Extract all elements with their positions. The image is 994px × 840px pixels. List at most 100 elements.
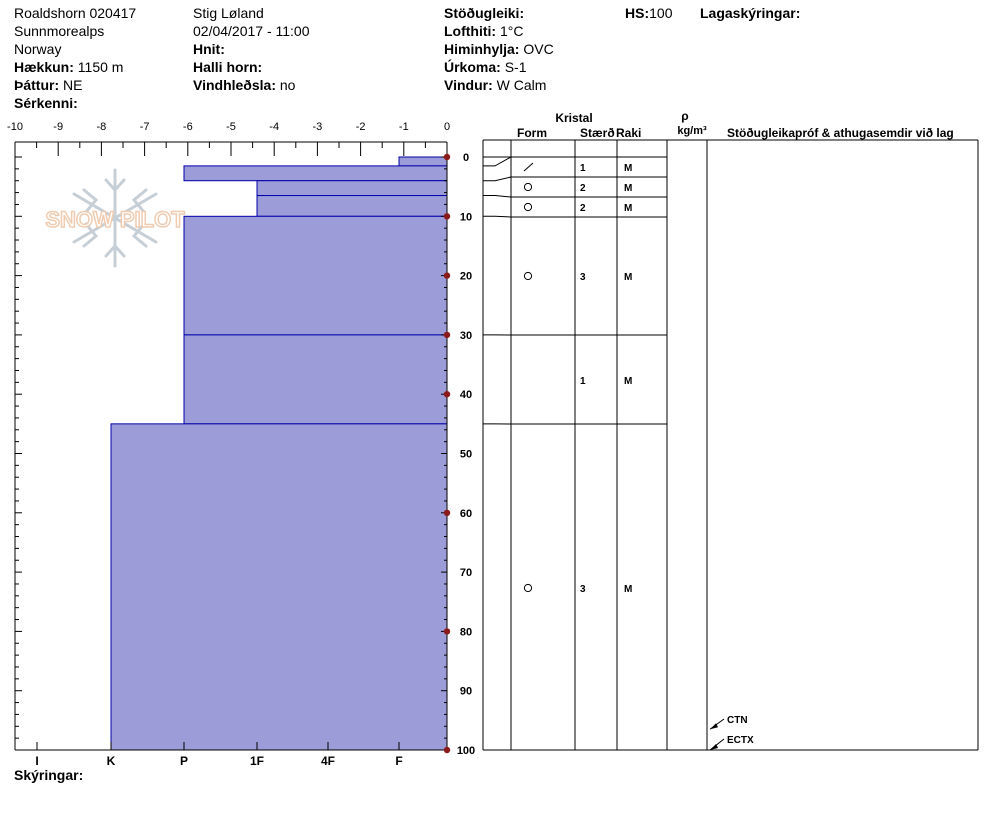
observer-name: Stig Løland (193, 5, 264, 21)
stability-row: Stöðugleiki: (444, 4, 524, 22)
sky-value: OVC (523, 41, 554, 57)
hardness-label-3: 1F (250, 754, 264, 768)
slope-row: Halli horn: (193, 58, 262, 76)
size-header: Stærð (580, 126, 615, 140)
layer-table: 1 M 2 M 2 M 3 M 1 M 3 M CTN ECTX (482, 139, 979, 751)
top-tick-label-4: -6 (183, 121, 193, 133)
top-tick-label-1: -9 (53, 121, 63, 133)
top-tick-label-10: 0 (444, 121, 450, 133)
layer-notes-label: Lagaskýringar: (700, 5, 801, 21)
density-unit-header: kg/m³ (677, 125, 707, 137)
region-name: Sunnmorealps (14, 23, 105, 39)
layer-bar-2 (256, 180, 448, 197)
depth-label-6: 60 (460, 508, 472, 520)
depth-label-5: 50 (460, 449, 472, 461)
top-tick-label-9: -1 (399, 121, 409, 133)
wind-loading-label: Vindhleðsla: (193, 77, 276, 93)
layer-notes-row: Lagaskýringar: (700, 4, 800, 22)
elevation-label: Hækkun: (14, 59, 74, 75)
top-tick-label-0: -10 (7, 121, 23, 133)
wind-label: Vindur: (444, 77, 493, 93)
moisture-value-2: M (624, 203, 632, 214)
top-tick-label-2: -8 (97, 121, 107, 133)
sky-label: Himinhylja: (444, 41, 520, 57)
hs-value: 100 (649, 5, 673, 21)
temperature-marker-5 (443, 509, 451, 516)
moisture-header: Raki (616, 126, 641, 140)
comments-label: Skýringar: (14, 767, 84, 783)
depth-label-9: 90 (460, 686, 472, 698)
grain-size-0: 1 (580, 163, 586, 174)
hardness-label-5: F (395, 754, 402, 768)
temperature-marker-7 (443, 746, 451, 754)
moisture-value-1: M (624, 183, 632, 194)
precip-value: S-1 (504, 59, 527, 75)
grain-form-rounded-icon-2 (523, 202, 533, 212)
features-row: Sérkenni: (14, 94, 78, 112)
depth-label-1: 10 (460, 211, 472, 223)
form-header: Form (517, 126, 547, 140)
elevation-row: Hækkun: 1150 m (14, 58, 123, 76)
crystal-header: Kristal (555, 111, 592, 125)
depth-label-10: 100 (457, 745, 475, 757)
comments-row: Skýringar: (14, 766, 83, 784)
wind-value: W Calm (496, 77, 547, 93)
depth-label-7: 70 (460, 567, 472, 579)
country-name: Norway (14, 41, 62, 57)
temperature-marker-2 (443, 272, 451, 279)
hardness-bars (110, 156, 448, 751)
observation-datetime: 02/04/2017 - 11:00 (193, 23, 310, 39)
temperature-marker-1 (443, 213, 451, 220)
grain-form-rounded-icon-5 (523, 583, 533, 593)
precip-label: Úrkoma: (444, 59, 501, 75)
hs-label: HS: (625, 5, 650, 21)
aspect-value: NE (63, 77, 83, 93)
top-tick-label-5: -5 (226, 121, 236, 133)
layer-bar-5 (183, 334, 448, 425)
logo-text: SNOW PILOT (45, 207, 185, 232)
axis-ticks: -10 -9 -8 -7 -6 -5 -4 -3 -2 -1 0I K P 1F 4F F0102030405… (7, 121, 475, 768)
sky-row: Himinhylja: OVC (444, 40, 554, 58)
tests-header: Stöðugleikapróf & athugasemdir við lag (727, 126, 954, 140)
depth-connector-1 (483, 176, 512, 182)
grain-form-rounded-icon-3 (523, 271, 533, 281)
hardness-label-1: K (107, 754, 116, 768)
test-label-0: CTN (727, 715, 748, 726)
coords-row: Hnit: (193, 40, 225, 58)
top-tick-label-3: -7 (140, 121, 150, 133)
precip-row: Úrkoma: S-1 (444, 58, 526, 76)
depth-label-4: 40 (460, 389, 472, 401)
site-name: Roaldshorn 020417 (14, 5, 137, 21)
layer-bar-6 (110, 423, 448, 751)
top-tick-label-8: -2 (356, 121, 366, 133)
temperature-marker-6 (443, 628, 451, 635)
temperature-marker-0 (443, 153, 451, 161)
temperature-marker-4 (443, 391, 451, 398)
moisture-value-3: M (624, 272, 632, 283)
snowflake-icon (72, 168, 158, 268)
wind-loading-value: no (279, 77, 296, 93)
stability-label: Stöðugleiki: (444, 5, 525, 21)
test-label-1: ECTX (727, 735, 754, 746)
temperature-marker-3 (443, 331, 451, 339)
hardness-label-2: P (180, 754, 188, 768)
test-arrow-icon-0 (710, 723, 718, 730)
hardness-label-0: I (35, 754, 38, 768)
grain-size-2: 2 (580, 203, 586, 214)
aspect-label: Þáttur: (14, 77, 60, 93)
layer-bar-4 (183, 215, 448, 336)
grain-form-new-snow-icon-0 (523, 162, 534, 172)
hs-row: HS:100 (625, 4, 672, 22)
grain-form-rounded-icon-1 (523, 182, 533, 192)
coords-label: Hnit: (193, 41, 225, 57)
features-label: Sérkenni: (14, 95, 78, 111)
grain-size-4: 1 (580, 376, 586, 387)
grain-size-5: 3 (580, 584, 586, 595)
moisture-value-5: M (624, 584, 632, 595)
moisture-value-4: M (624, 376, 632, 387)
table-headers: Kristal Form Stærð Raki ρ kg/m³ Stöðugle… (517, 109, 954, 140)
rho-header: ρ (681, 109, 688, 123)
slope-label: Halli horn: (193, 59, 263, 75)
top-tick-label-7: -3 (313, 121, 323, 133)
